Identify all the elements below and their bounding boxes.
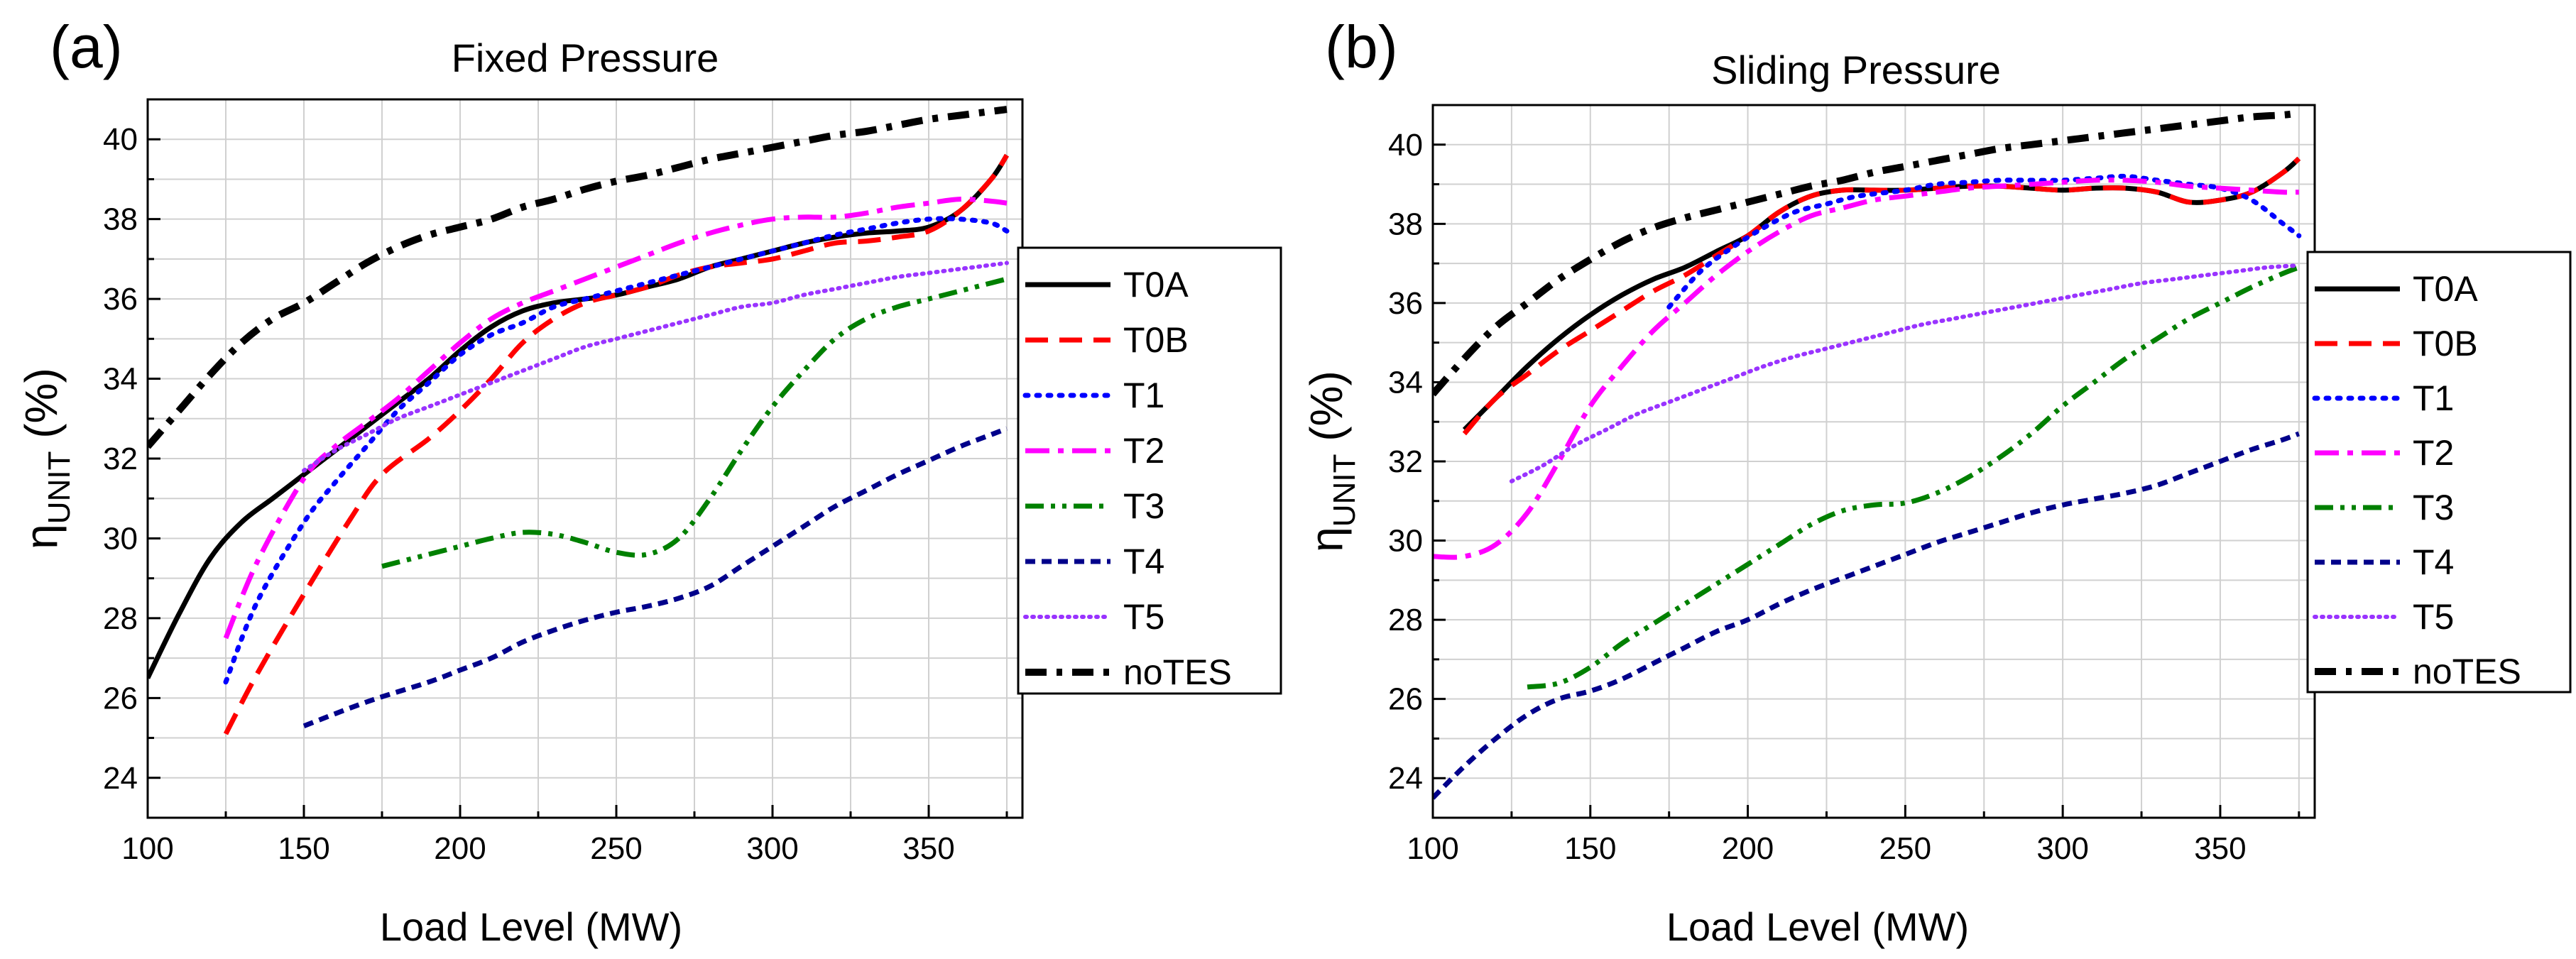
legend-label-notes: noTES bbox=[2413, 652, 2521, 691]
y-axis-label-unit: (%) bbox=[1301, 371, 1352, 454]
plot-area bbox=[148, 106, 1010, 735]
x-tick-label: 200 bbox=[434, 831, 486, 866]
y-axis-label: ηUNIT (%) bbox=[16, 368, 77, 549]
chart-panel-fixed-pressure: (a) Fixed Pressure 100 150 200 250 300 350 24 2… bbox=[16, 13, 1282, 949]
y-axis-label-main: η bbox=[16, 524, 67, 549]
series-line-t5 bbox=[1509, 263, 2301, 483]
x-tick-label: 300 bbox=[2036, 831, 2088, 866]
y-axis-label-sub: UNIT bbox=[42, 451, 77, 525]
y-tick-label: 30 bbox=[1388, 524, 1423, 559]
series-line-t4 bbox=[1433, 431, 2301, 800]
x-tick-label: 100 bbox=[121, 831, 173, 866]
x-tick-label: 250 bbox=[1879, 831, 1931, 866]
y-tick-label: 28 bbox=[103, 601, 138, 636]
y-axis-label-main: η bbox=[1301, 527, 1352, 552]
y-axis-label-sub: UNIT bbox=[1327, 454, 1362, 527]
legend-items: T0A T0B T1 T2 T3 T4 T5 noTES bbox=[1022, 265, 1232, 692]
series-line-t1 bbox=[1666, 173, 2302, 309]
legend-label-t4: T4 bbox=[2413, 542, 2454, 582]
y-tick-label: 38 bbox=[1388, 207, 1423, 241]
legend-label-t0a: T0A bbox=[2413, 269, 2478, 309]
y-tick-label: 24 bbox=[1388, 761, 1423, 796]
series-line-t5 bbox=[302, 261, 1009, 473]
legend-label-t0b: T0B bbox=[1123, 320, 1189, 360]
legend-label-t2: T2 bbox=[2413, 433, 2454, 473]
series-line-notes bbox=[148, 106, 1008, 449]
x-tick-label: 350 bbox=[2194, 831, 2246, 866]
y-tick-label: 32 bbox=[103, 442, 138, 476]
legend-label-t3: T3 bbox=[2413, 488, 2454, 527]
y-tick-label: 26 bbox=[103, 681, 138, 716]
series-line-notes bbox=[1433, 109, 2300, 397]
x-tick-label: 100 bbox=[1407, 831, 1458, 866]
axis-ticks: 100 150 200 250 300 350 24 26 28 30 32 34 36 38 40 bbox=[1388, 104, 2301, 866]
chart-panel-sliding-pressure: (b) Sliding Pressure 100 150 200 250 300 350 2… bbox=[1301, 13, 2572, 949]
y-axis-label-unit: (%) bbox=[16, 368, 67, 451]
x-axis-label: Load Level (MW) bbox=[1666, 904, 1969, 949]
panel-label: (b) bbox=[1325, 13, 1398, 80]
y-tick-label: 36 bbox=[103, 282, 138, 317]
y-tick-label: 36 bbox=[1388, 286, 1423, 321]
legend-label-t5: T5 bbox=[2413, 597, 2454, 637]
legend-label-t1: T1 bbox=[2413, 378, 2454, 418]
y-tick-label: 28 bbox=[1388, 603, 1423, 637]
y-tick-label: 26 bbox=[1388, 682, 1423, 717]
chart-title: Sliding Pressure bbox=[1711, 48, 2001, 92]
legend-label-t2: T2 bbox=[1123, 431, 1164, 471]
y-tick-label: 38 bbox=[103, 202, 138, 237]
y-tick-label: 32 bbox=[1388, 444, 1423, 479]
legend-label-notes: noTES bbox=[1123, 652, 1232, 692]
x-tick-label: 250 bbox=[590, 831, 642, 866]
y-tick-label: 40 bbox=[103, 122, 138, 157]
y-axis-label: ηUNIT (%) bbox=[1301, 371, 1362, 552]
series-line-t2 bbox=[1433, 177, 2299, 560]
plot-area bbox=[1433, 109, 2302, 800]
legend-label-t0a: T0A bbox=[1123, 265, 1189, 305]
legend-label-t3: T3 bbox=[1123, 486, 1164, 526]
legend-label-t1: T1 bbox=[1123, 376, 1164, 415]
x-tick-label: 350 bbox=[902, 831, 954, 866]
x-tick-label: 150 bbox=[1564, 831, 1616, 866]
y-tick-label: 34 bbox=[103, 362, 138, 397]
series-line-t3 bbox=[1527, 265, 2301, 690]
panel-label: (a) bbox=[50, 13, 123, 80]
legend-items: T0A T0B T1 T2 T3 T4 T5 noTES bbox=[2312, 269, 2521, 691]
grid-lines bbox=[1433, 104, 2315, 818]
x-axis-label: Load Level (MW) bbox=[380, 904, 682, 949]
series-line-t2 bbox=[223, 197, 1008, 640]
x-tick-label: 150 bbox=[278, 831, 329, 866]
legend-label-t5: T5 bbox=[1123, 597, 1164, 637]
y-tick-label: 40 bbox=[1388, 128, 1423, 163]
axis-ticks: 100 150 200 250 300 350 24 26 28 30 32 34 36 38 40 bbox=[103, 98, 1008, 866]
series-line-t0b bbox=[1462, 156, 2301, 436]
legend bbox=[1017, 246, 1282, 695]
legend-label-t0b: T0B bbox=[2413, 324, 2478, 363]
series-line-t0b bbox=[223, 153, 1009, 735]
chart-title: Fixed Pressure bbox=[452, 35, 719, 80]
series-line-t1 bbox=[223, 216, 1010, 685]
series-line-t0a bbox=[148, 153, 1009, 679]
y-tick-label: 30 bbox=[103, 521, 138, 556]
x-tick-label: 300 bbox=[746, 831, 798, 866]
series-line-t4 bbox=[302, 426, 1008, 728]
x-tick-label: 200 bbox=[1722, 831, 1774, 866]
y-tick-label: 24 bbox=[103, 761, 138, 796]
y-tick-label: 34 bbox=[1388, 365, 1423, 400]
legend-label-t4: T4 bbox=[1123, 542, 1164, 581]
